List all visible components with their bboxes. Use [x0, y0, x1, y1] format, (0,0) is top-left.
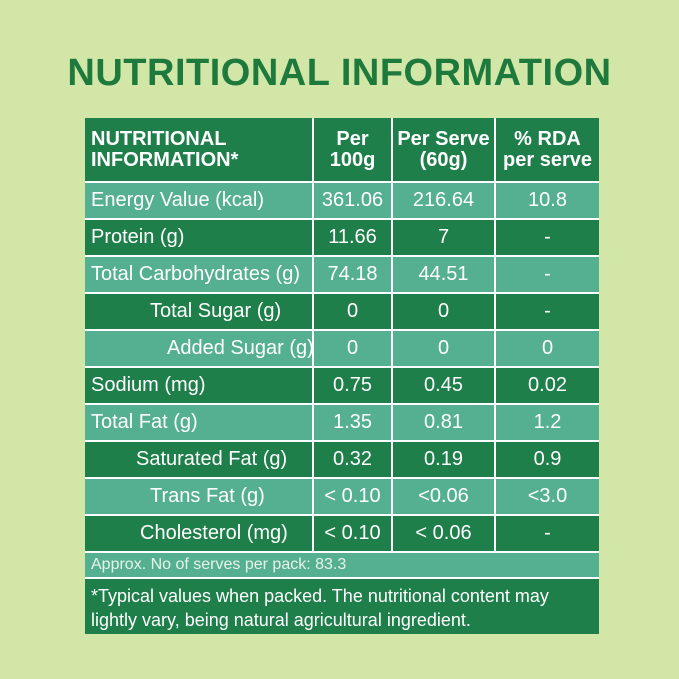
row-label: Cholesterol (mg)	[85, 516, 314, 553]
row-per-100g: 0.75	[314, 368, 393, 405]
header-nutrient-line1: NUTRITIONAL	[91, 127, 227, 150]
row-rda: -	[496, 294, 599, 331]
row-per-serve: 216.64	[393, 183, 496, 220]
header-rda-line1: % RDA	[514, 127, 581, 150]
header-nutrient: NUTRITIONAL INFORMATION*	[85, 118, 314, 183]
row-per-serve: 0.19	[393, 442, 496, 479]
row-per-100g: 361.06	[314, 183, 393, 220]
header-per-100g-line1: Per	[336, 127, 369, 150]
row-rda: -	[496, 220, 599, 257]
row-label: Added Sugar (g)	[85, 331, 314, 368]
header-nutrient-line2: INFORMATION*	[91, 148, 239, 171]
header-rda: % RDA per serve	[496, 118, 599, 183]
row-per-serve: 7	[393, 220, 496, 257]
row-per-serve: 0	[393, 331, 496, 368]
row-label: Total Sugar (g)	[85, 294, 314, 331]
footnote: *Typical values when packed. The nutriti…	[85, 579, 599, 634]
header-rda-line2: per serve	[503, 148, 592, 171]
row-label: Total Carbohydrates (g)	[85, 257, 314, 294]
row-rda: -	[496, 257, 599, 294]
row-rda: 10.8	[496, 183, 599, 220]
row-label: Trans Fat (g)	[85, 479, 314, 516]
row-per-serve: 0.45	[393, 368, 496, 405]
row-label: Total Fat (g)	[85, 405, 314, 442]
row-per-100g: < 0.10	[314, 479, 393, 516]
row-per-100g: 74.18	[314, 257, 393, 294]
nutrition-table: NUTRITIONAL INFORMATION* Per 100g Per Serv…	[85, 118, 599, 634]
row-per-serve: 44.51	[393, 257, 496, 294]
row-rda: <3.0	[496, 479, 599, 516]
row-per-100g: 1.35	[314, 405, 393, 442]
row-rda: 1.2	[496, 405, 599, 442]
row-rda: 0.9	[496, 442, 599, 479]
header-per-serve-line1: Per Serve	[397, 127, 490, 150]
row-per-100g: 11.66	[314, 220, 393, 257]
row-label: Sodium (mg)	[85, 368, 314, 405]
row-per-serve: <0.06	[393, 479, 496, 516]
row-label: Saturated Fat (g)	[85, 442, 314, 479]
row-label: Protein (g)	[85, 220, 314, 257]
page-title: NUTRITIONAL INFORMATION	[67, 52, 612, 94]
row-per-serve: 0.81	[393, 405, 496, 442]
serves-per-pack: Approx. No of serves per pack: 83.3	[85, 553, 599, 579]
header-per-serve: Per Serve (60g)	[393, 118, 496, 183]
row-per-serve: 0	[393, 294, 496, 331]
header-per-100g: Per 100g	[314, 118, 393, 183]
header-per-100g-line2: 100g	[329, 148, 376, 171]
row-rda: 0	[496, 331, 599, 368]
row-per-serve: < 0.06	[393, 516, 496, 553]
row-rda: -	[496, 516, 599, 553]
nutrition-grid: NUTRITIONAL INFORMATION* Per 100g Per Serv…	[85, 118, 599, 553]
row-per-100g: 0	[314, 294, 393, 331]
row-per-100g: 0	[314, 331, 393, 368]
row-per-100g: < 0.10	[314, 516, 393, 553]
row-rda: 0.02	[496, 368, 599, 405]
row-label: Energy Value (kcal)	[85, 183, 314, 220]
header-per-serve-line2: (60g)	[419, 148, 468, 171]
row-per-100g: 0.32	[314, 442, 393, 479]
